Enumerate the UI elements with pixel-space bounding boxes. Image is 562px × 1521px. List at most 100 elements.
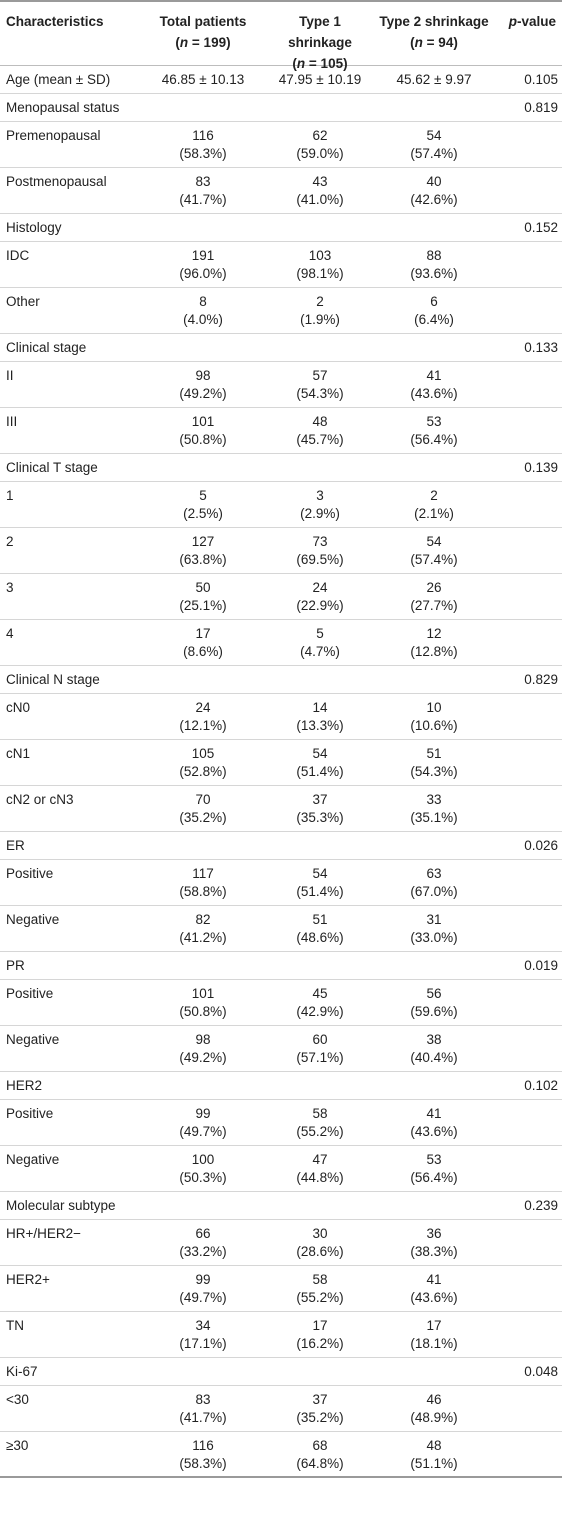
table-row: Clinical T stage 0.139 bbox=[0, 454, 562, 482]
table-row: Menopausal status 0.819 bbox=[0, 94, 562, 122]
cell-line: 41 bbox=[426, 1106, 442, 1121]
cell-line: (50.8%) bbox=[179, 432, 227, 447]
table-row: cN0 24 (12.1%) 14 (13.3%) 10 (10.6%) bbox=[0, 694, 562, 740]
cell-line: 99 bbox=[195, 1106, 211, 1121]
cell-type1-shrinkage: 51 (48.6%) bbox=[268, 911, 372, 947]
cell-line: (28.6%) bbox=[296, 1244, 344, 1259]
cell-total-patients: 8 (4.0%) bbox=[138, 293, 268, 329]
cell-line: 58 bbox=[312, 1106, 328, 1121]
cell-p-value: 0.019 bbox=[524, 958, 558, 973]
cell-line: 41 bbox=[426, 1272, 442, 1287]
row-label: Positive bbox=[6, 986, 54, 1001]
table-row: III 101 (50.8%) 48 (45.7%) 53 (56.4%) bbox=[0, 408, 562, 454]
table-row: HER2 0.102 bbox=[0, 1072, 562, 1100]
cell-line: (41.7%) bbox=[179, 192, 227, 207]
cell-line: 41 bbox=[426, 368, 442, 383]
cell-line: 117 bbox=[192, 866, 214, 881]
row-label: Negative bbox=[6, 1032, 60, 1047]
cell-type1-shrinkage: 14 (13.3%) bbox=[268, 699, 372, 735]
cell-line: 101 bbox=[191, 986, 215, 1001]
header-type1-shrinkage: Type 1 shrinkage (n = 105) bbox=[288, 14, 352, 71]
cell-line: 5 bbox=[316, 626, 324, 641]
cell-line: 88 bbox=[426, 248, 442, 263]
cell-total-patients: 191 (96.0%) bbox=[138, 247, 268, 283]
cell-type2-shrinkage: 45.62 ± 9.97 bbox=[372, 71, 496, 89]
cell-line: (63.8%) bbox=[179, 552, 227, 567]
cell-type2-shrinkage: 6 (6.4%) bbox=[372, 293, 496, 329]
cell-line: (6.4%) bbox=[414, 312, 454, 327]
table-row: PR 0.019 bbox=[0, 952, 562, 980]
cell-line: (18.1%) bbox=[410, 1336, 458, 1351]
cell-total-patients: 83 (41.7%) bbox=[138, 173, 268, 209]
row-label: Histology bbox=[6, 220, 62, 235]
cell-line: (2.1%) bbox=[414, 506, 454, 521]
cell-line: 191 bbox=[191, 248, 215, 263]
header-p-value: p-value bbox=[508, 14, 556, 29]
table-row: 2 127 (63.8%) 73 (69.5%) 54 (57.4%) bbox=[0, 528, 562, 574]
cell-type2-shrinkage: 63 (67.0%) bbox=[372, 865, 496, 901]
cell-line: 38 bbox=[426, 1032, 442, 1047]
cell-line: (27.7%) bbox=[410, 598, 458, 613]
table-row: Ki-67 0.048 bbox=[0, 1358, 562, 1386]
cell-line: (17.1%) bbox=[179, 1336, 227, 1351]
cell-type1-shrinkage: 58 (55.2%) bbox=[268, 1271, 372, 1307]
cell-total-patients: 100 (50.3%) bbox=[138, 1151, 268, 1187]
cell-line: 116 bbox=[192, 1438, 214, 1453]
cell-line: 48 bbox=[426, 1438, 442, 1453]
cell-type1-shrinkage: 17 (16.2%) bbox=[268, 1317, 372, 1353]
cell-line: 37 bbox=[312, 792, 328, 807]
cell-p-value: 0.819 bbox=[524, 100, 558, 115]
cell-p-value: 0.829 bbox=[524, 672, 558, 687]
cell-line: 48 bbox=[312, 414, 328, 429]
row-label: IDC bbox=[6, 248, 30, 263]
cell-line: 50 bbox=[195, 580, 211, 595]
row-label: HR+/HER2− bbox=[6, 1226, 82, 1241]
header-type2-shrinkage: Type 2 shrinkage (n = 94) bbox=[379, 14, 489, 50]
cell-line: 60 bbox=[312, 1032, 328, 1047]
cell-type1-shrinkage: 45 (42.9%) bbox=[268, 985, 372, 1021]
cell-type1-shrinkage: 43 (41.0%) bbox=[268, 173, 372, 209]
cell-line: (69.5%) bbox=[296, 552, 344, 567]
characteristics-table: Characteristics Total patients (n = 199)… bbox=[0, 0, 562, 1478]
cell-type2-shrinkage: 17 (18.1%) bbox=[372, 1317, 496, 1353]
cell-line: 53 bbox=[426, 414, 442, 429]
cell-line: 100 bbox=[191, 1152, 215, 1167]
row-label: Ki-67 bbox=[6, 1364, 38, 1379]
row-label: cN2 or cN3 bbox=[6, 792, 74, 807]
cell-line: (56.4%) bbox=[410, 1170, 458, 1185]
cell-line: 12 bbox=[426, 626, 442, 641]
cell-type1-shrinkage: 54 (51.4%) bbox=[268, 745, 372, 781]
cell-total-patients: 24 (12.1%) bbox=[138, 699, 268, 735]
row-label: Positive bbox=[6, 1106, 54, 1121]
cell-line: (25.1%) bbox=[179, 598, 227, 613]
cell-line: (43.6%) bbox=[410, 1290, 458, 1305]
cell-type2-shrinkage: 56 (59.6%) bbox=[372, 985, 496, 1021]
table-row: Clinical stage 0.133 bbox=[0, 334, 562, 362]
cell-type1-shrinkage: 5 (4.7%) bbox=[268, 625, 372, 661]
cell-line: 98 bbox=[195, 368, 211, 383]
cell-line: (51.4%) bbox=[296, 764, 344, 779]
cell-line: 73 bbox=[312, 534, 328, 549]
cell-line: 34 bbox=[195, 1318, 211, 1333]
cell-line: (33.2%) bbox=[179, 1244, 227, 1259]
cell-line: (49.7%) bbox=[179, 1290, 227, 1305]
cell-line: 24 bbox=[195, 700, 211, 715]
cell-line: (4.0%) bbox=[183, 312, 223, 327]
table-row: Clinical N stage 0.829 bbox=[0, 666, 562, 694]
cell-line: 56 bbox=[426, 986, 442, 1001]
cell-line: (48.9%) bbox=[410, 1410, 458, 1425]
cell-total-patients: 50 (25.1%) bbox=[138, 579, 268, 615]
table-row: Age (mean ± SD) 46.85 ± 10.13 47.95 ± 10.1… bbox=[0, 66, 562, 94]
row-label: ER bbox=[6, 838, 25, 853]
cell-total-patients: 83 (41.7%) bbox=[138, 1391, 268, 1427]
cell-line: (48.6%) bbox=[296, 930, 344, 945]
table-row: cN2 or cN3 70 (35.2%) 37 (35.3%) 33 (35.1%) bbox=[0, 786, 562, 832]
cell-line: 31 bbox=[426, 912, 442, 927]
cell-p-value: 0.239 bbox=[524, 1198, 558, 1213]
cell-p-value: 0.139 bbox=[524, 460, 558, 475]
cell-line: 46 bbox=[426, 1392, 442, 1407]
row-label: ≥30 bbox=[6, 1438, 29, 1453]
row-label: Positive bbox=[6, 866, 54, 881]
cell-line: (41.0%) bbox=[296, 192, 344, 207]
cell-line: (44.8%) bbox=[296, 1170, 344, 1185]
